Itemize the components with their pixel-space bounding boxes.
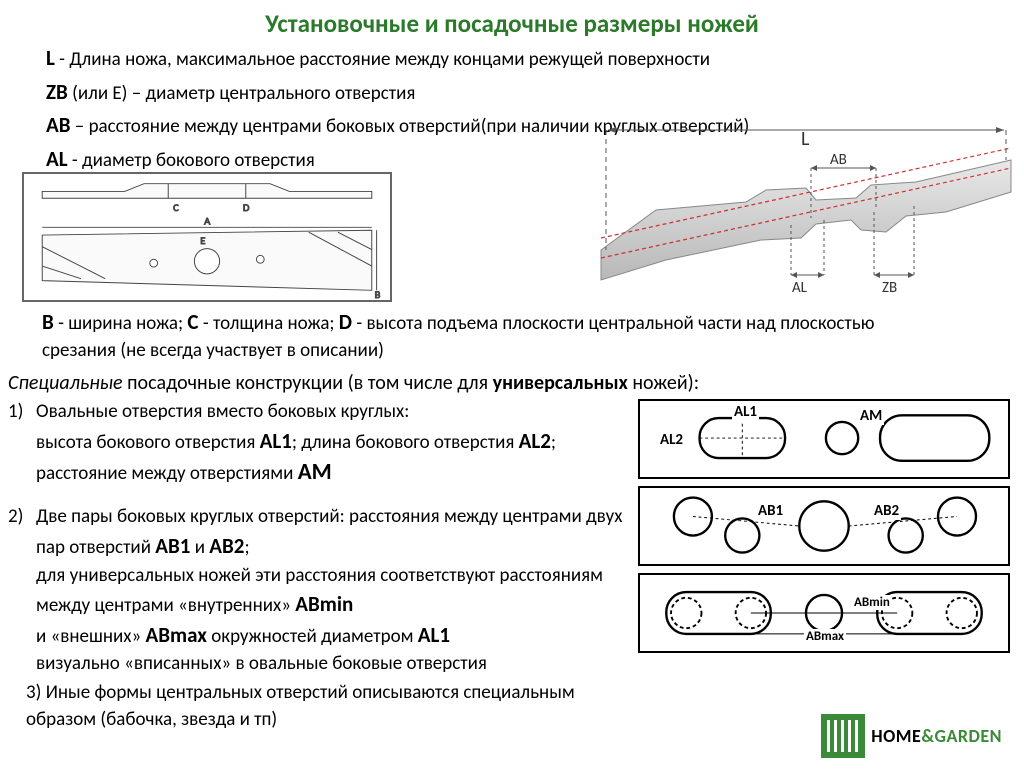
diag-label: ABmax <box>804 629 846 644</box>
def-text: - ширина ножа; <box>54 312 188 335</box>
svg-text:ZB: ZB <box>882 279 897 297</box>
subheader-mid: посадочные конструкции (в том числе для <box>127 371 492 395</box>
logo-garden: GARDEN <box>935 725 1003 747</box>
line-text: визуально «вписанных» в овальные боковые… <box>36 652 487 675</box>
def-text: диаметр центрального отверстия <box>146 82 416 105</box>
list-item: 1) Овальные отверстия вместо боковых кру… <box>8 398 633 489</box>
logo-amp: & <box>921 725 934 747</box>
line-text: и <box>190 536 209 559</box>
diag-label: AL2 <box>658 431 685 449</box>
def-sym: AB <box>46 112 71 138</box>
line-sym: AM <box>298 458 332 486</box>
line-text: Овальные отверстия вместо боковых круглы… <box>36 400 409 423</box>
def-sep: - <box>68 149 82 172</box>
subheader: Специальные посадочные конструкции (в то… <box>8 371 699 395</box>
svg-text:AL: AL <box>792 279 808 297</box>
line-sym: AL2 <box>519 428 551 454</box>
line-text: и «внешних» <box>36 625 146 648</box>
logo-icon <box>821 714 865 758</box>
def-text: - толщина ножа; <box>199 312 339 335</box>
diagram-oval-holes: AL1 AL2 AM <box>638 399 1010 479</box>
list-item-3: 3) Иные формы центральных отверстий опис… <box>26 680 626 733</box>
list-item: 2) Две пары боковых круглых отверстий: р… <box>8 503 633 677</box>
line-sym: AB2 <box>209 533 244 559</box>
line-text: расстояние между отверстиями <box>36 462 298 485</box>
line-sym: ABmax <box>146 622 207 648</box>
page-title: Установочные и посадочные размеры ножей <box>0 0 1024 39</box>
mid-definitions: B - ширина ножа; C - толщина ножа; D - в… <box>42 308 952 364</box>
def-text: Длина ножа, максимальное расстояние межд… <box>69 48 710 71</box>
svg-text:B: B <box>375 288 381 300</box>
def-sym: L <box>46 45 55 71</box>
special-list: 1) Овальные отверстия вместо боковых кру… <box>8 398 633 692</box>
logo-home: HOME <box>871 725 921 747</box>
def-sym: B <box>42 309 54 335</box>
svg-text:AB: AB <box>830 151 847 169</box>
def-sep: – <box>71 115 89 138</box>
def-sym: C <box>187 309 198 335</box>
diag-label: AL1 <box>732 403 759 421</box>
line-sym: AB1 <box>155 533 190 559</box>
line-text: Две пары боковых круглых отверстий: расс… <box>36 505 622 559</box>
def-text: диаметр бокового отверстия <box>82 149 315 172</box>
svg-text:C: C <box>173 201 179 214</box>
line-text: ; <box>244 536 249 559</box>
line-text: окружностей диаметром <box>207 625 418 648</box>
def-sep: - <box>55 48 69 71</box>
subheader-suffix: ножей): <box>628 371 699 395</box>
diagram-two-pairs: AB1 AB2 <box>638 486 1010 566</box>
svg-text:D: D <box>243 201 250 214</box>
brand-logo: HOME&GARDEN <box>821 714 1002 758</box>
svg-text:E: E <box>200 234 205 247</box>
blade-3d-diagram: L AB AL ZB <box>596 120 1016 305</box>
list-num: 3) <box>26 681 46 704</box>
line-sym: AL1 <box>260 428 292 454</box>
line-text: ; <box>551 431 556 454</box>
diag-label: AM <box>858 407 884 425</box>
diag-label: AB2 <box>872 502 901 520</box>
subheader-prefix: Специальные <box>8 371 127 395</box>
diag-label: AB1 <box>756 502 785 520</box>
line-text: ; длина бокового отверстия <box>292 431 519 454</box>
svg-text:A: A <box>204 214 211 227</box>
def-sym: D <box>339 309 352 335</box>
def-sym: AL <box>46 146 68 172</box>
subheader-bold: универсальных <box>493 371 628 395</box>
diagram-minmax: ABmin ABmax <box>638 573 1010 653</box>
logo-text: HOME&GARDEN <box>871 725 1002 747</box>
technical-drawing-left: C D A E B <box>22 172 392 302</box>
line-text: высота бокового отверстия <box>36 431 260 454</box>
list-num: 1) <box>8 398 36 489</box>
diagram-column: AL1 AL2 AM AB1 AB2 ABmin ABmax <box>638 399 1010 660</box>
svg-text:L: L <box>801 127 810 151</box>
list-num: 2) <box>8 503 36 677</box>
line-sym: ABmin <box>295 591 353 617</box>
def-sym: ZB <box>46 79 68 105</box>
diag-label: ABmin <box>852 595 892 610</box>
line-text: Иные формы центральных отверстий описыва… <box>26 681 575 731</box>
def-sep: (или E) – <box>68 82 146 105</box>
line-sym: AL1 <box>418 622 450 648</box>
